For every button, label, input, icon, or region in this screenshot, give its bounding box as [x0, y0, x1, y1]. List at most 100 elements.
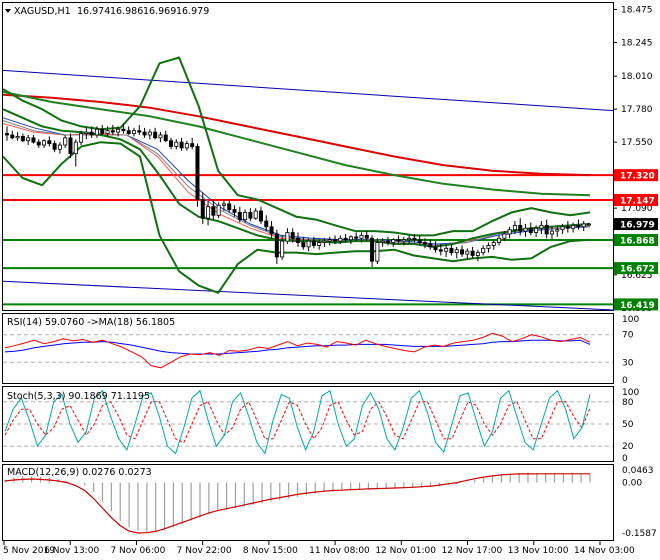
time-tick-label: 7 Nov 22:00: [177, 546, 232, 556]
candle-body: [52, 143, 57, 150]
candle-body: [280, 240, 285, 258]
collapse-triangle-icon[interactable]: [5, 9, 11, 13]
candle-body: [327, 239, 332, 242]
price-tags: 17.320 17.147 16.868 16.672 16.419 16.979: [614, 169, 658, 311]
candle-body: [454, 249, 459, 254]
candle-body: [422, 242, 427, 245]
candle-body: [549, 230, 554, 235]
candle-body: [290, 232, 295, 239]
candle-body: [126, 130, 131, 134]
candle-body: [285, 232, 290, 242]
price-tag: [614, 169, 658, 182]
low-value: 16.969: [143, 6, 176, 17]
candle-body: [396, 239, 401, 242]
time-tick-label: 8 Nov 15:00: [243, 546, 298, 556]
price-tick-label: 18.475: [621, 5, 653, 15]
candle-body: [333, 239, 338, 242]
macd-tick-label: 0.00: [622, 479, 642, 489]
candle-body: [206, 206, 211, 219]
price-panel-border: [2, 2, 614, 311]
channel-lines: [2, 69, 614, 311]
time-tick-label: 11 Nov 08:00: [309, 546, 370, 556]
candle-body: [354, 236, 359, 239]
candle-body: [343, 237, 348, 241]
candle-body: [465, 250, 470, 255]
rsi-label: RSI(14) 59.0760 ->MA(18) 56.1805: [7, 317, 175, 328]
candle-body: [380, 240, 385, 243]
candle-body: [31, 137, 36, 143]
candle-body: [63, 137, 68, 146]
candle-body: [200, 199, 205, 219]
candle-body: [301, 242, 306, 248]
candle-body: [385, 240, 390, 243]
moving-averages: [2, 90, 591, 246]
price-tick-label: 18.245: [621, 38, 653, 48]
price-tag-label: 17.320: [620, 172, 655, 182]
candle-body: [560, 226, 565, 231]
candle-body: [407, 237, 412, 241]
price-tag-label: 16.419: [620, 301, 655, 311]
candle-body: [216, 204, 221, 216]
candle-body: [84, 131, 89, 134]
candle-body: [258, 210, 263, 222]
candle-body: [491, 242, 496, 246]
candle-body: [481, 247, 486, 254]
candle-body: [184, 143, 189, 149]
price-tag-label: 16.979: [620, 221, 655, 231]
macd-panel-border: [2, 464, 614, 541]
price-tag: [614, 193, 658, 206]
rsi-line: [4, 332, 591, 369]
bollinger-lower-line: [2, 141, 591, 294]
candle-body: [26, 137, 31, 142]
candle-body: [20, 136, 25, 142]
candle-body: [295, 237, 300, 243]
candle-body: [163, 134, 168, 142]
candle-body: [221, 203, 226, 206]
rsi-panel-border: [2, 313, 614, 384]
price-tick-label: 17.550: [621, 138, 653, 148]
candle-body: [5, 133, 10, 136]
candle-body: [581, 223, 586, 228]
price-tick-label: 17.780: [621, 105, 653, 115]
candle-body: [105, 130, 110, 134]
candle-body: [89, 131, 94, 136]
candle-body: [269, 226, 274, 235]
candle-body: [174, 141, 179, 147]
candle-body: [412, 237, 417, 241]
candle-body: [36, 141, 41, 146]
candle-body: [131, 130, 136, 134]
price-tick-label: 16.625: [621, 271, 653, 281]
candle-body: [502, 233, 507, 239]
open-value: 16.974: [77, 6, 110, 17]
candle-body: [179, 141, 184, 149]
stoch-tick-label: 100: [622, 388, 639, 398]
rsi-ma-line: [4, 339, 591, 355]
candle-body: [507, 229, 512, 235]
stoch-tick-label: 0: [622, 454, 628, 464]
rsi-indicator: 100 70 30 0: [3, 315, 639, 386]
candle-body: [555, 229, 560, 232]
candle-body: [153, 131, 158, 139]
candle-body: [523, 227, 528, 232]
candle-body: [121, 128, 126, 132]
candle-body: [211, 206, 216, 216]
candle-body: [444, 247, 449, 252]
candle-body: [100, 128, 105, 134]
macd-tick-label: 0.0463: [622, 466, 654, 476]
candle-body: [248, 212, 253, 219]
close-value: 16.979: [176, 6, 209, 17]
candle-body: [391, 239, 396, 243]
candle-body: [227, 203, 232, 210]
candle-body: [232, 209, 237, 213]
fast-ma-line: [2, 123, 591, 246]
candle-body: [539, 224, 544, 229]
candle-body: [142, 131, 147, 136]
candle-body: [243, 212, 248, 221]
candle-body: [401, 239, 406, 242]
candle-body: [576, 224, 581, 228]
stoch-label: Stoch(5,3,3) 90.1869 71.1195: [7, 391, 150, 402]
